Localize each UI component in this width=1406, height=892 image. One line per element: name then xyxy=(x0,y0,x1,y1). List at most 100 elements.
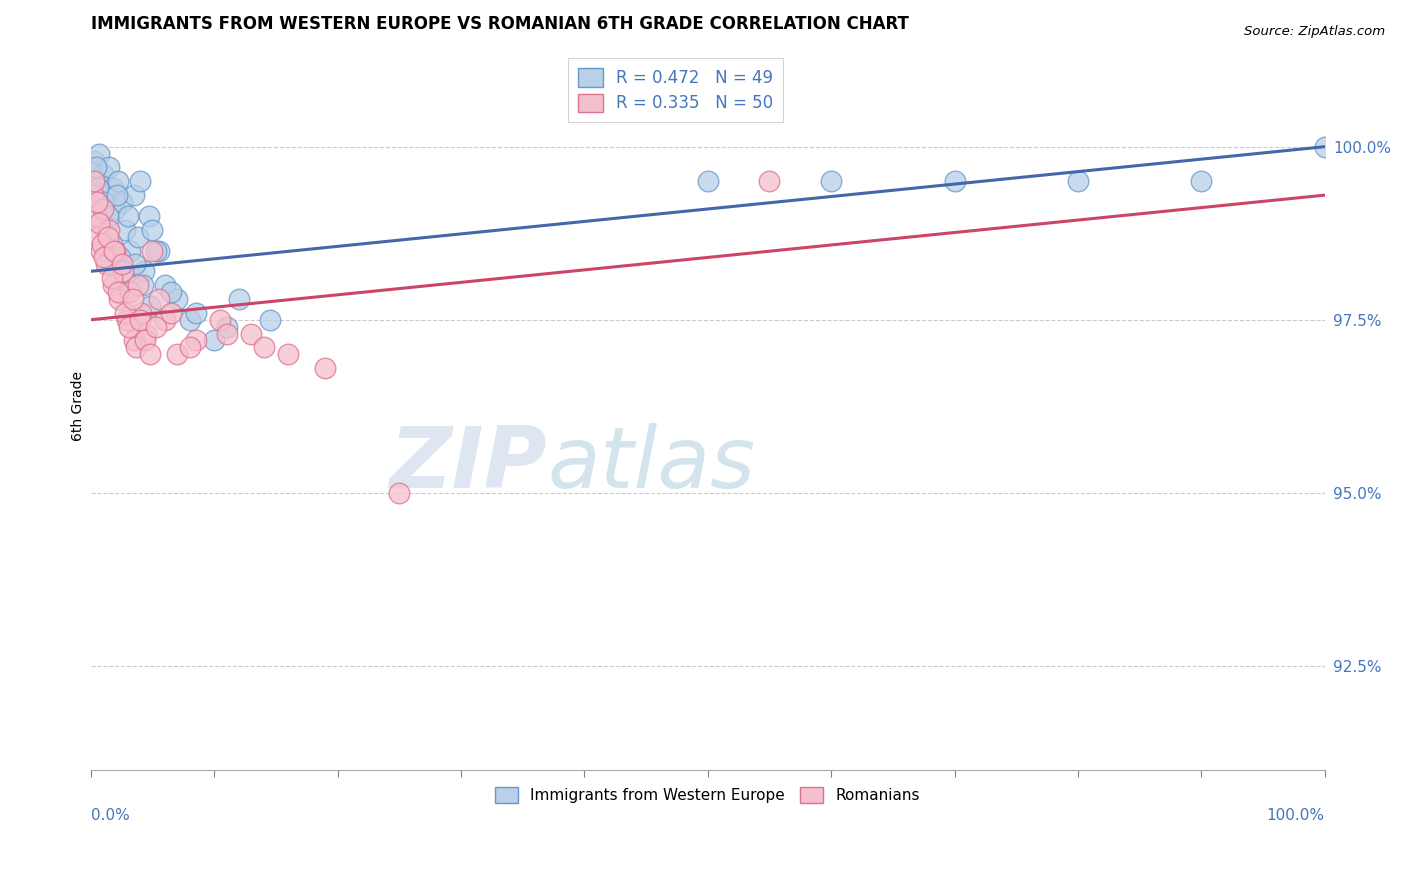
Point xyxy=(93,195,115,210)
Point xyxy=(111,195,134,210)
Point xyxy=(129,312,152,326)
Point xyxy=(166,292,188,306)
Point xyxy=(118,285,141,299)
Point xyxy=(145,244,167,258)
Text: IMMIGRANTS FROM WESTERN EUROPE VS ROMANIAN 6TH GRADE CORRELATION CHART: IMMIGRANTS FROM WESTERN EUROPE VS ROMANI… xyxy=(91,15,908,33)
Point xyxy=(107,174,129,188)
Text: atlas: atlas xyxy=(547,423,755,506)
Point xyxy=(1189,174,1212,188)
Point xyxy=(131,278,153,293)
Point xyxy=(120,285,142,299)
Point xyxy=(108,292,131,306)
Point xyxy=(141,244,163,258)
Point xyxy=(91,168,114,182)
Point xyxy=(115,312,138,326)
Point xyxy=(98,161,121,175)
Point xyxy=(89,216,111,230)
Point xyxy=(943,174,966,188)
Point xyxy=(135,326,157,341)
Text: ZIP: ZIP xyxy=(389,423,547,506)
Point xyxy=(122,188,145,202)
Point xyxy=(138,209,160,223)
Point xyxy=(122,334,145,348)
Point xyxy=(820,174,842,188)
Point xyxy=(97,229,120,244)
Point xyxy=(114,223,136,237)
Point xyxy=(86,195,108,210)
Point xyxy=(94,188,117,202)
Point xyxy=(120,244,142,258)
Text: 100.0%: 100.0% xyxy=(1267,808,1324,823)
Point xyxy=(184,306,207,320)
Point xyxy=(179,312,201,326)
Point xyxy=(90,244,112,258)
Point xyxy=(89,146,111,161)
Point xyxy=(277,347,299,361)
Point xyxy=(129,174,152,188)
Point xyxy=(83,153,105,168)
Text: Source: ZipAtlas.com: Source: ZipAtlas.com xyxy=(1244,25,1385,38)
Point xyxy=(87,181,110,195)
Point xyxy=(94,257,117,271)
Point xyxy=(127,278,149,293)
Point xyxy=(127,229,149,244)
Point xyxy=(145,319,167,334)
Point xyxy=(101,181,124,195)
Point xyxy=(758,174,780,188)
Point xyxy=(103,244,125,258)
Point xyxy=(134,334,156,348)
Point xyxy=(111,257,134,271)
Point xyxy=(148,292,170,306)
Point xyxy=(228,292,250,306)
Point xyxy=(111,264,134,278)
Point xyxy=(83,174,105,188)
Point xyxy=(86,174,108,188)
Point xyxy=(388,485,411,500)
Point xyxy=(148,244,170,258)
Point xyxy=(105,188,128,202)
Point xyxy=(259,312,281,326)
Point xyxy=(84,161,107,175)
Point xyxy=(87,229,110,244)
Point xyxy=(1067,174,1090,188)
Point xyxy=(209,312,232,326)
Point xyxy=(160,306,183,320)
Y-axis label: 6th Grade: 6th Grade xyxy=(72,371,86,442)
Point xyxy=(132,264,155,278)
Point xyxy=(82,188,104,202)
Point xyxy=(97,209,120,223)
Point xyxy=(98,223,121,237)
Point xyxy=(153,278,176,293)
Point xyxy=(114,306,136,320)
Point xyxy=(124,257,146,271)
Point xyxy=(107,285,129,299)
Point xyxy=(117,209,139,223)
Point xyxy=(100,236,122,251)
Point xyxy=(110,251,132,265)
Point xyxy=(90,236,112,251)
Point xyxy=(131,306,153,320)
Point xyxy=(100,271,122,285)
Point xyxy=(139,299,162,313)
Point xyxy=(179,340,201,354)
Point xyxy=(184,334,207,348)
Point xyxy=(215,319,238,334)
Point xyxy=(166,347,188,361)
Point xyxy=(215,326,238,341)
Point xyxy=(240,326,263,341)
Point xyxy=(84,209,107,223)
Point xyxy=(104,202,127,216)
Point xyxy=(160,285,183,299)
Point xyxy=(90,216,112,230)
Point xyxy=(93,251,115,265)
Point xyxy=(141,223,163,237)
Point xyxy=(202,334,225,348)
Point xyxy=(252,340,274,354)
Point xyxy=(696,174,718,188)
Point xyxy=(121,292,143,306)
Text: 0.0%: 0.0% xyxy=(91,808,129,823)
Point xyxy=(118,319,141,334)
Point xyxy=(104,244,127,258)
Point xyxy=(1313,139,1336,153)
Point xyxy=(101,278,124,293)
